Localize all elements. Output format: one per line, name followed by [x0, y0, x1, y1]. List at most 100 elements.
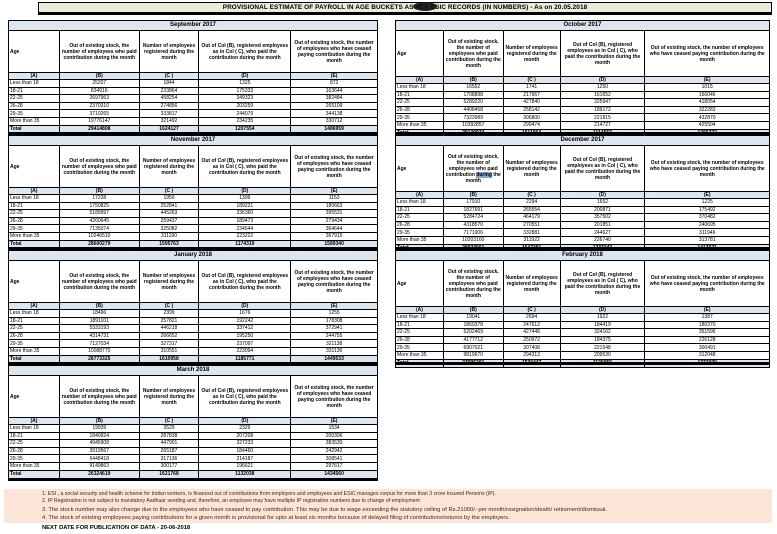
row-label: Less than 18 — [395, 83, 444, 92]
footnote: 2. IP Registration is not subject to man… — [42, 498, 420, 505]
column-letter: (D) — [198, 302, 292, 310]
cell-value: 299474 — [502, 120, 561, 130]
column-header: Out of Col (B), registered employees as … — [198, 260, 292, 303]
column-letter: (B) — [58, 187, 140, 195]
column-header: Age — [8, 375, 60, 418]
column-letter: (E) — [290, 417, 378, 425]
cell-value: 184460 — [198, 446, 292, 456]
cell-value: 446218 — [138, 324, 200, 333]
row-label: 22-25 — [395, 98, 444, 107]
cell-value: 214187 — [198, 454, 292, 463]
cell-value: 306800 — [502, 113, 561, 122]
cell-value: 25207 — [58, 79, 140, 88]
cell-value: 265109 — [290, 101, 378, 111]
column-header: Age — [8, 30, 60, 73]
cell-value: 9149863 — [58, 461, 140, 471]
row-label: Less than 18 — [395, 198, 444, 207]
row-label: 18-21 — [8, 201, 60, 211]
table-row: Less than 18 19939 3529 2329 1534 — [8, 424, 378, 433]
column-letter: (B) — [442, 306, 504, 314]
cell-value: 266652 — [138, 331, 200, 341]
column-header: Out of existing stock, the number of emp… — [442, 30, 504, 77]
cell-value: 17910 — [442, 198, 504, 207]
row-label: More than 35 — [395, 350, 444, 360]
row-label: 18-21 — [395, 320, 444, 330]
column-letter: (C ) — [138, 417, 200, 425]
column-letter: (A) — [395, 76, 444, 84]
cell-value: 331136 — [290, 346, 378, 356]
cell-value: 189473 — [198, 216, 292, 226]
ink-smudge-mark — [413, 2, 437, 11]
cell-value: 464179 — [502, 213, 561, 222]
table-row: 22-25 5284724 464179 357502 370482 — [395, 213, 770, 222]
column-letter: (B) — [58, 417, 140, 425]
column-letter: (E) — [644, 76, 770, 84]
cell-value: 2694 — [502, 313, 561, 322]
cell-value: 200396 — [290, 431, 378, 441]
column-header: Out of existing stock, the number of emp… — [290, 145, 378, 188]
cell-value: 200871 — [559, 205, 646, 215]
cell-value: 244627 — [559, 228, 646, 237]
cell-value: 234235 — [198, 116, 292, 126]
footnote: 3. The stock number may also change due … — [42, 506, 607, 513]
table-row: Less than 18 16552 1741 1250 1015 — [395, 83, 770, 92]
row-label: 29-35 — [8, 339, 60, 348]
month-header: December 2017 — [395, 135, 770, 146]
row-label: 18-21 — [8, 431, 60, 441]
column-header: Out of existing stock, the number of emp… — [290, 260, 378, 303]
row-label: 26-28 — [8, 216, 60, 226]
row-label: 29-35 — [395, 343, 444, 352]
cell-value: 300491 — [644, 343, 770, 352]
cell-value: 250972 — [502, 335, 561, 345]
cell-value: 2370310 — [58, 101, 140, 111]
column-letter: (D) — [559, 76, 646, 84]
cell-value: 1399 — [198, 194, 292, 203]
cell-value: 834916 — [58, 86, 140, 96]
cell-value: 6448418 — [58, 454, 140, 463]
footnotes-panel: 1. ESI , a social security and health sc… — [4, 489, 772, 523]
column-header: Age — [395, 260, 444, 307]
cell-value: 333817 — [138, 109, 200, 118]
cell-value: 184375 — [559, 335, 646, 345]
cell-value: 1652 — [559, 198, 646, 207]
table-row: 29-35 7127034 327317 237097 321138 — [8, 339, 378, 348]
total-label: Total — [8, 469, 60, 479]
cell-value: 221815 — [559, 113, 646, 122]
table-row: Less than 18 19041 2694 1922 1387 — [395, 313, 770, 322]
cell-value: 445263 — [138, 209, 200, 218]
cell-value: 1676 — [198, 309, 292, 318]
table-row: 26-28 2370310 274856 203259 265109 — [8, 101, 378, 111]
table-row: 22-25 5333193 446218 337412 372941 — [8, 324, 378, 333]
month-header: March 2018 — [8, 365, 378, 376]
row-label: More than 35 — [8, 231, 60, 241]
column-letter: (C ) — [138, 72, 200, 80]
column-letter: (B) — [442, 191, 504, 199]
cell-value: 425504 — [644, 120, 770, 130]
column-header: Out of existing stock, the number of emp… — [644, 145, 770, 192]
divider-line — [8, 362, 378, 365]
cell-value: 325947 — [559, 98, 646, 107]
row-label: 18-21 — [395, 205, 444, 215]
cell-value: 327317 — [138, 339, 200, 348]
cell-value: 5284724 — [442, 213, 504, 222]
column-header: Age — [8, 260, 60, 303]
column-letter: (C ) — [502, 306, 561, 314]
cell-value: 7127034 — [58, 339, 140, 348]
column-letter: (A) — [395, 191, 444, 199]
cell-value: 189172 — [559, 105, 646, 115]
table-row: More than 35 10088770 310551 223094 331136 — [8, 346, 378, 356]
table-row: 18-21 1708898 217967 161652 166046 — [395, 90, 770, 100]
row-label: 29-35 — [395, 113, 444, 122]
table-row: Less than 18 17228 1950 1399 1153 — [8, 194, 378, 203]
cell-value: 180370 — [644, 320, 770, 330]
column-header: Number of employees registered during th… — [502, 30, 561, 77]
cell-value: 312048 — [644, 350, 770, 360]
column-letter: (E) — [290, 72, 378, 80]
column-header: Number of employees registered during th… — [138, 145, 200, 188]
row-label: 18-21 — [8, 86, 60, 96]
cell-value: 7171906 — [442, 228, 504, 237]
cell-value: 1844 — [138, 79, 200, 88]
column-letter: (D) — [198, 72, 292, 80]
cell-value: 1250 — [559, 83, 646, 92]
cell-value: 332881 — [502, 228, 561, 237]
